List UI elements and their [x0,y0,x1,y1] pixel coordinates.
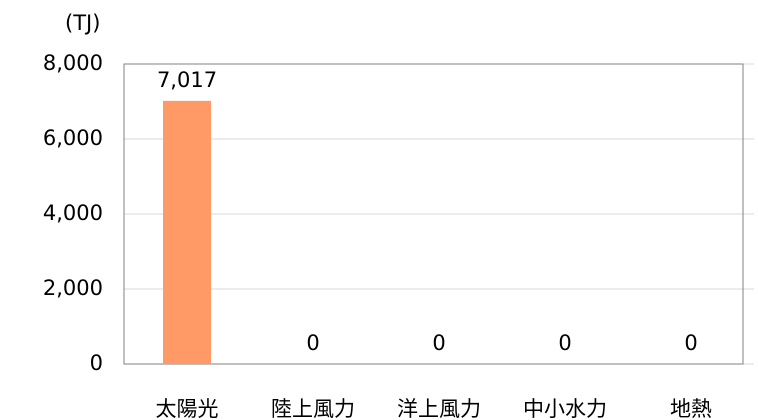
value-label: 0 [684,331,697,355]
y-axis-unit: (TJ) [65,11,100,35]
x-tick-label: 陸上風力 [271,397,355,420]
y-tick-label: 8,000 [43,51,103,75]
bar [163,100,211,365]
x-tick-label: 洋上風力 [397,397,481,420]
x-tick-label: 中小水力 [523,397,607,420]
y-tick-label: 4,000 [43,201,103,225]
x-tick-label: 太陽光 [156,397,219,420]
value-label: 0 [558,331,571,355]
plot-frame [123,63,744,365]
value-label: 7,017 [157,68,217,92]
x-tick-label: 地熱 [670,397,712,420]
value-label: 0 [432,331,445,355]
y-tick-label: 2,000 [43,276,103,300]
y-tick-label: 6,000 [43,126,103,150]
y-tick-label: 0 [90,351,103,375]
value-label: 0 [306,331,319,355]
